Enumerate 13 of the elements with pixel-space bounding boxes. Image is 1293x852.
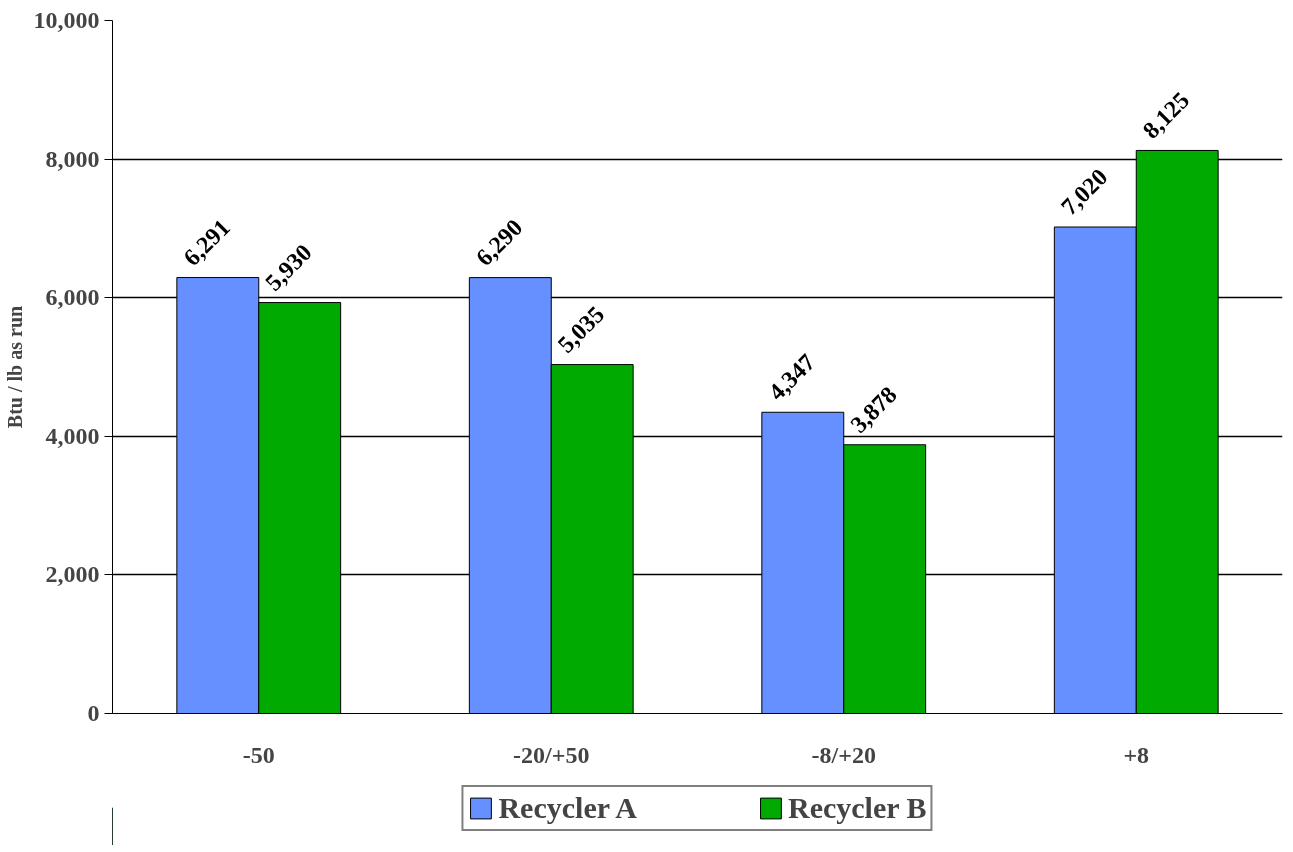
y-tick-label: 6,000 (45, 284, 100, 311)
y-tick-label: 4,000 (45, 422, 100, 449)
y-tick-label: 8,000 (45, 145, 100, 172)
x-tick-label: -50 (242, 741, 275, 768)
y-axis-title: Btu / lb as run (3, 305, 26, 429)
x-tick-label: -8/+20 (811, 741, 876, 768)
y-tick-label: 10,000 (33, 7, 100, 33)
x-tick-label: +8 (1123, 741, 1150, 768)
x-tick-label: -20/+50 (513, 741, 590, 768)
legend-label: Recycler A (498, 790, 637, 825)
y-tick-label: 0 (87, 700, 100, 726)
y-tick-label: 2,000 (45, 561, 100, 588)
legend-label: Recycler B (788, 790, 927, 825)
